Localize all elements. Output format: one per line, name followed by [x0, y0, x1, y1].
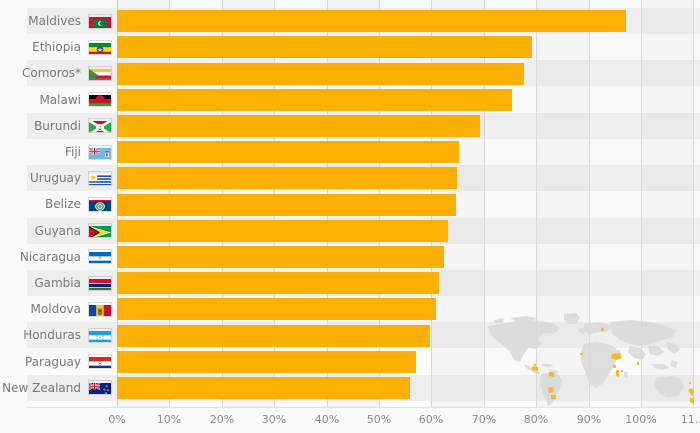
- category-label[interactable]: New Zealand: [2, 380, 81, 395]
- category-label[interactable]: Ethiopia: [32, 40, 81, 55]
- flag-comoros-icon: [88, 66, 112, 81]
- bar[interactable]: [117, 88, 513, 111]
- gridline: [484, 0, 485, 407]
- flag-maldives-icon: [88, 13, 112, 29]
- category-label[interactable]: Malawi: [39, 92, 81, 107]
- category-label[interactable]: Nicaragua: [19, 249, 81, 264]
- bar[interactable]: [117, 141, 460, 164]
- plot-area: [27, 0, 700, 407]
- x-tick-label: 11...: [680, 413, 700, 426]
- category-label[interactable]: Moldova: [30, 302, 81, 317]
- bar[interactable]: [117, 272, 440, 295]
- gridline: [641, 0, 642, 407]
- bar[interactable]: [117, 36, 532, 59]
- gridline: [693, 0, 694, 407]
- flag-newzealand-icon: [88, 380, 112, 396]
- bar[interactable]: [117, 298, 437, 321]
- plot-band: [641, 0, 693, 407]
- x-tick-label: 20%: [209, 413, 235, 426]
- bar[interactable]: [117, 193, 457, 216]
- axis-line: [27, 407, 700, 408]
- flag-moldova-icon: [88, 301, 112, 317]
- category-label[interactable]: Gambia: [34, 276, 81, 290]
- bar[interactable]: [117, 376, 410, 399]
- flag-guyana-icon: [88, 223, 112, 239]
- flag-belize-icon: [88, 197, 112, 212]
- category-label[interactable]: Uruguay: [30, 171, 81, 186]
- x-tick-label: 60%: [418, 413, 444, 426]
- bar[interactable]: [117, 167, 458, 190]
- bar[interactable]: [117, 219, 449, 242]
- x-tick-label: 40%: [314, 413, 340, 426]
- category-label[interactable]: Maldives: [28, 14, 81, 28]
- flag-gambia-icon: [88, 275, 112, 291]
- category-label[interactable]: Belize: [45, 197, 81, 212]
- x-tick-label: 90%: [576, 413, 602, 426]
- bar[interactable]: [117, 350, 417, 373]
- flag-burundi-icon: [88, 118, 112, 134]
- x-tick-label: 80%: [523, 413, 549, 426]
- flag-malawi-icon: [88, 92, 112, 108]
- x-tick-label: 30%: [261, 413, 287, 426]
- category-label[interactable]: Fiji: [64, 145, 81, 159]
- x-tick-label: 50%: [366, 413, 392, 426]
- x-axis: 0% 10% 20% 30% 40% 50% 60% 70% 80% 90% 100% 11...: [0, 407, 700, 433]
- flag-uruguay-icon: [88, 170, 112, 186]
- x-tick-label: 100%: [625, 413, 657, 426]
- flag-paraguay-icon: [88, 354, 112, 370]
- category-label[interactable]: Honduras: [23, 328, 81, 343]
- category-label[interactable]: Guyana: [34, 223, 81, 238]
- x-tick-label: 70%: [471, 413, 497, 426]
- flag-nicaragua-icon: [88, 249, 112, 265]
- bar[interactable]: [117, 10, 626, 33]
- category-label[interactable]: Burundi: [34, 118, 81, 133]
- x-tick-label: 10%: [156, 413, 182, 426]
- gridline: [589, 0, 590, 407]
- flag-fiji-icon: [88, 144, 112, 160]
- gridline: [536, 0, 537, 407]
- bar[interactable]: [117, 114, 481, 137]
- bar[interactable]: [117, 62, 525, 85]
- category-label[interactable]: Paraguay: [24, 354, 81, 369]
- bar[interactable]: [117, 245, 444, 268]
- category-labels: Maldives Ethiopia Comoros* Malawi Burundi Fij…: [0, 0, 117, 407]
- flag-honduras-icon: [88, 328, 112, 343]
- bar[interactable]: [117, 324, 430, 347]
- x-tick-label: 0%: [108, 413, 126, 426]
- category-label[interactable]: Comoros*: [21, 66, 81, 81]
- plot-band: [536, 0, 588, 407]
- flag-ethiopia-icon: [88, 39, 112, 55]
